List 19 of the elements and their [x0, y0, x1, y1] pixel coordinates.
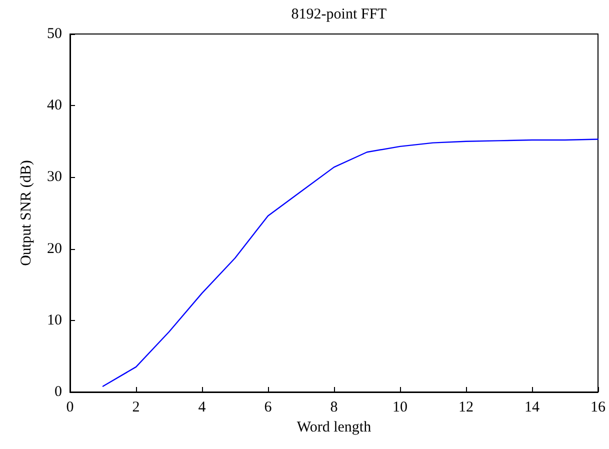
x-tick-label: 2 — [132, 400, 140, 416]
x-tick-label: 8 — [330, 400, 338, 416]
x-tick-label: 10 — [392, 400, 408, 416]
x-tick-label: 12 — [458, 400, 474, 416]
y-axis-title: Output SNR (dB) — [18, 160, 34, 266]
chart-title: 8192-point FFT — [291, 6, 387, 22]
y-tick-label: 10 — [47, 312, 62, 328]
y-tick-label: 20 — [47, 240, 62, 257]
y-tick-label: 30 — [47, 169, 62, 186]
y-tick-label: 40 — [47, 98, 62, 114]
x-tick-label: 4 — [198, 400, 206, 416]
x-tick-label: 0 — [66, 400, 74, 416]
x-tick-label: 16 — [590, 400, 606, 416]
x-tick-label: 6 — [264, 400, 272, 416]
y-tick-label: 0 — [54, 384, 62, 400]
x-tick-label: 14 — [524, 400, 540, 416]
line-series — [102, 138, 599, 387]
x-axis-title: Word length — [296, 420, 372, 436]
y-tick-label: 50 — [47, 26, 62, 42]
